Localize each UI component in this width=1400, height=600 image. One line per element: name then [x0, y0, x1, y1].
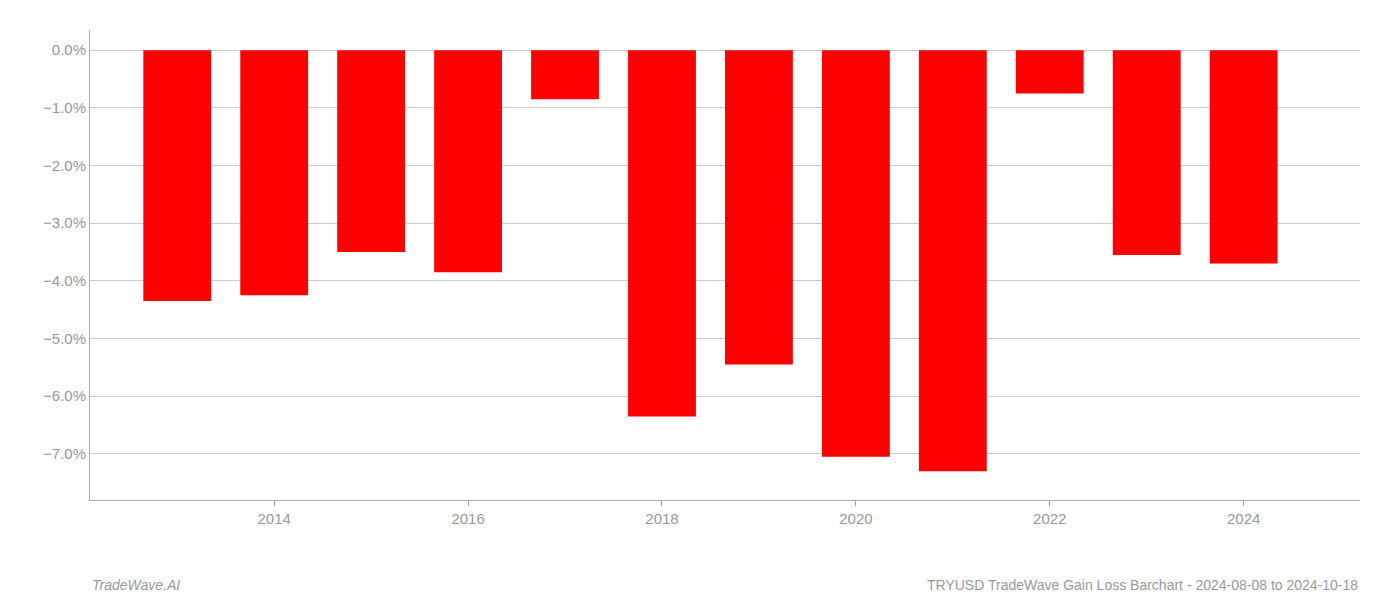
svg-text:2014: 2014 — [258, 510, 291, 527]
svg-text:2018: 2018 — [645, 510, 678, 527]
svg-text:−1.0%: −1.0% — [43, 99, 86, 116]
svg-text:2016: 2016 — [451, 510, 484, 527]
svg-text:−2.0%: −2.0% — [43, 157, 86, 174]
svg-text:2022: 2022 — [1033, 510, 1066, 527]
svg-text:−3.0%: −3.0% — [43, 214, 86, 231]
svg-text:−4.0%: −4.0% — [43, 272, 86, 289]
svg-text:2020: 2020 — [839, 510, 872, 527]
svg-text:TradeWave.AI: TradeWave.AI — [92, 577, 180, 593]
svg-text:−7.0%: −7.0% — [43, 445, 86, 462]
svg-text:0.0%: 0.0% — [52, 41, 86, 58]
svg-text:−5.0%: −5.0% — [43, 330, 86, 347]
svg-text:TRYUSD TradeWave Gain Loss Bar: TRYUSD TradeWave Gain Loss Barchart - 20… — [927, 577, 1358, 593]
svg-text:2024: 2024 — [1227, 510, 1260, 527]
svg-text:−6.0%: −6.0% — [43, 387, 86, 404]
